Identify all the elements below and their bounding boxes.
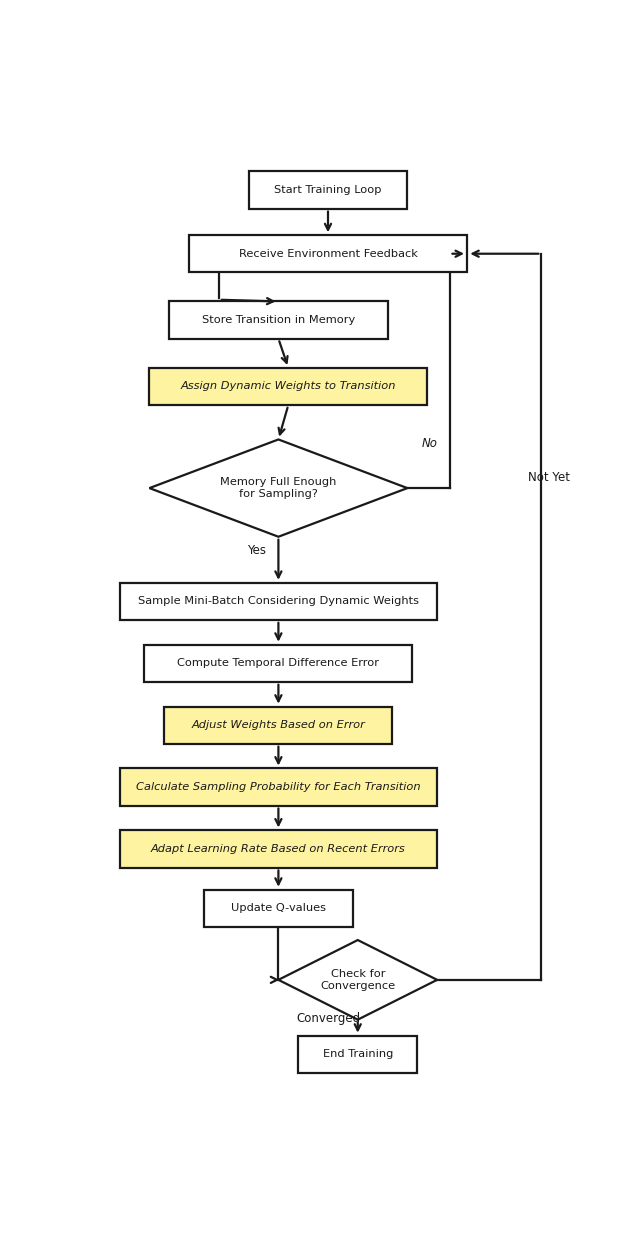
FancyBboxPatch shape <box>150 368 428 404</box>
FancyBboxPatch shape <box>204 890 353 926</box>
Text: Memory Full Enough
for Sampling?: Memory Full Enough for Sampling? <box>220 477 337 498</box>
FancyBboxPatch shape <box>120 582 437 620</box>
FancyBboxPatch shape <box>248 172 407 209</box>
Text: Receive Environment Feedback: Receive Environment Feedback <box>239 249 417 259</box>
FancyBboxPatch shape <box>145 645 412 682</box>
FancyBboxPatch shape <box>170 302 388 338</box>
FancyBboxPatch shape <box>120 769 437 805</box>
FancyBboxPatch shape <box>189 235 467 272</box>
Text: Start Training Loop: Start Training Loop <box>275 185 381 195</box>
Text: Compute Temporal Difference Error: Compute Temporal Difference Error <box>177 659 380 669</box>
FancyBboxPatch shape <box>120 830 437 868</box>
Text: Adapt Learning Rate Based on Recent Errors: Adapt Learning Rate Based on Recent Erro… <box>151 844 406 854</box>
Text: Calculate Sampling Probability for Each Transition: Calculate Sampling Probability for Each … <box>136 782 420 793</box>
FancyBboxPatch shape <box>298 1035 417 1073</box>
Text: Converged: Converged <box>296 1013 360 1025</box>
Text: Check for
Convergence: Check for Convergence <box>320 969 396 990</box>
Text: Assign Dynamic Weights to Transition: Assign Dynamic Weights to Transition <box>180 382 396 392</box>
Polygon shape <box>150 439 408 537</box>
FancyBboxPatch shape <box>164 706 392 744</box>
Text: Not Yet: Not Yet <box>528 471 570 485</box>
Text: Adjust Weights Based on Error: Adjust Weights Based on Error <box>191 720 365 730</box>
Text: End Training: End Training <box>323 1049 393 1059</box>
Text: Update Q-values: Update Q-values <box>231 903 326 913</box>
Text: Yes: Yes <box>246 543 266 556</box>
Text: No: No <box>422 437 438 451</box>
Text: Store Transition in Memory: Store Transition in Memory <box>202 316 355 326</box>
Text: Sample Mini-Batch Considering Dynamic Weights: Sample Mini-Batch Considering Dynamic We… <box>138 596 419 606</box>
Polygon shape <box>278 940 437 1019</box>
